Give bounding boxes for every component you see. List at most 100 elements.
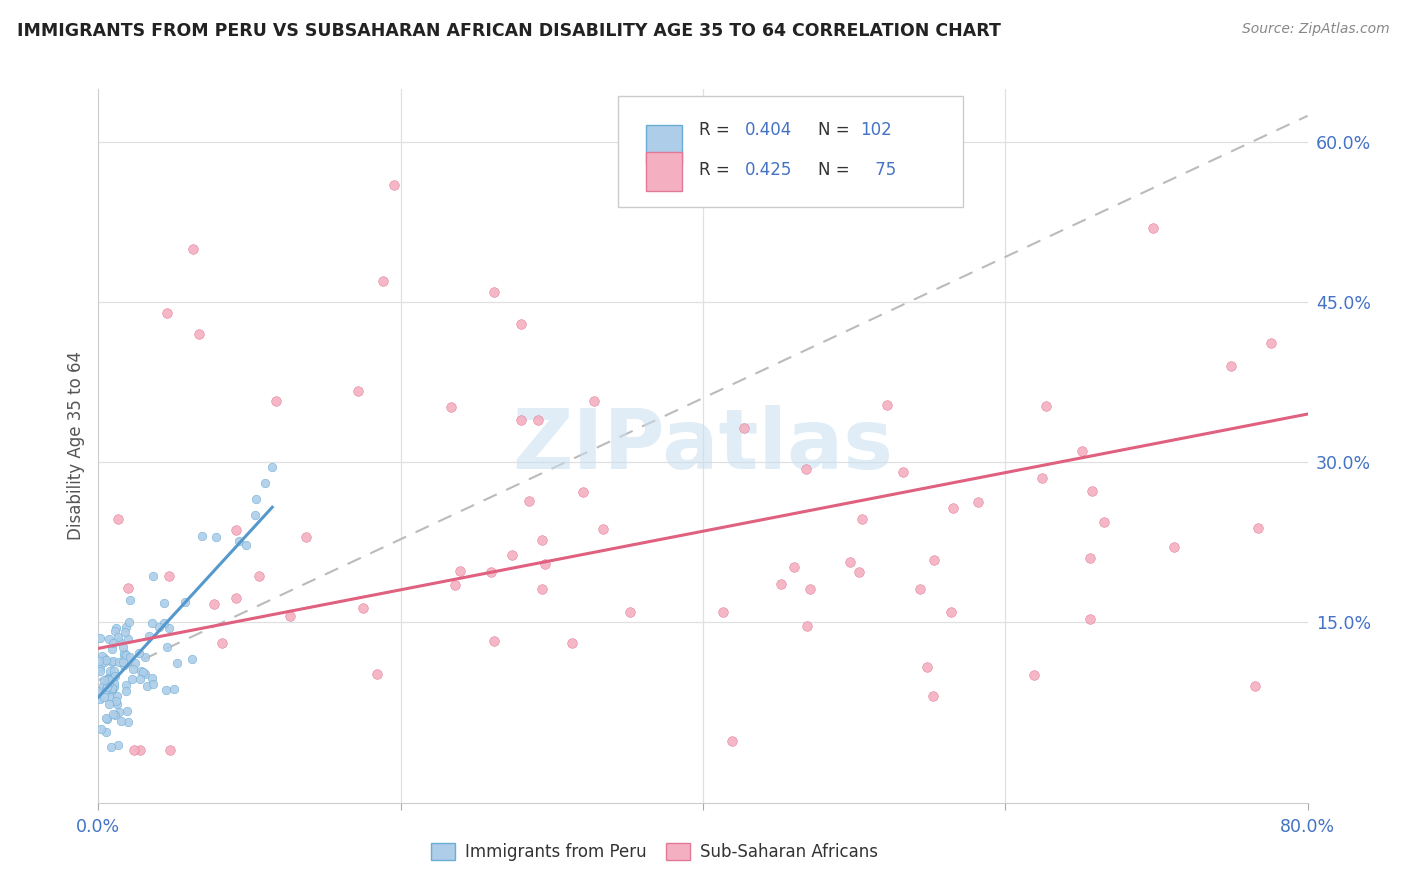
Point <box>90 648 112 663</box>
Point <box>1070 444 1092 458</box>
Point <box>527 413 550 427</box>
Point <box>97 632 120 646</box>
Point <box>104 694 127 708</box>
Point <box>482 633 505 648</box>
Point <box>583 394 606 409</box>
Point <box>103 680 125 694</box>
Point <box>105 698 128 712</box>
Point <box>114 648 136 662</box>
Point <box>107 630 129 644</box>
Point <box>1024 667 1046 681</box>
Point <box>510 413 533 427</box>
Point <box>138 629 160 643</box>
Point <box>711 605 734 619</box>
Point <box>98 673 121 688</box>
Point <box>93 651 115 665</box>
Text: 75: 75 <box>870 161 896 178</box>
Point <box>915 660 938 674</box>
Point <box>121 663 143 677</box>
Point <box>235 538 257 552</box>
Point <box>101 636 124 650</box>
Point <box>174 594 197 608</box>
Point <box>572 484 595 499</box>
Point <box>510 317 533 331</box>
Point <box>104 624 127 638</box>
Point <box>101 642 124 657</box>
Point <box>97 672 120 686</box>
FancyBboxPatch shape <box>647 125 682 164</box>
Point <box>134 667 156 681</box>
Point <box>104 708 127 723</box>
Point <box>1220 359 1243 373</box>
Point <box>371 274 394 288</box>
Point <box>228 533 250 548</box>
Text: N =: N = <box>818 121 855 139</box>
Point <box>942 500 965 515</box>
Point <box>96 682 118 697</box>
Point <box>163 682 186 697</box>
Point <box>108 655 131 669</box>
Point <box>101 655 124 669</box>
Point <box>108 633 131 648</box>
Point <box>153 616 176 631</box>
Text: ZIPatlas: ZIPatlas <box>513 406 893 486</box>
Point <box>183 242 205 256</box>
Point <box>1142 221 1164 235</box>
Point <box>619 605 641 619</box>
Point <box>366 667 388 681</box>
Point <box>115 678 138 692</box>
Point <box>100 683 122 698</box>
Point <box>592 522 614 536</box>
Point <box>148 620 170 634</box>
Point <box>278 609 301 624</box>
Point <box>799 582 821 596</box>
Point <box>157 621 180 635</box>
Point <box>166 656 188 670</box>
Point <box>347 384 370 398</box>
Point <box>89 691 111 706</box>
Point <box>93 656 115 670</box>
Point <box>1094 516 1116 530</box>
Point <box>211 636 233 650</box>
FancyBboxPatch shape <box>647 152 682 191</box>
Point <box>141 671 163 685</box>
Point <box>118 615 141 629</box>
Text: IMMIGRANTS FROM PERU VS SUBSAHARAN AFRICAN DISABILITY AGE 35 TO 64 CORRELATION C: IMMIGRANTS FROM PERU VS SUBSAHARAN AFRIC… <box>17 22 1001 40</box>
Point <box>449 564 471 578</box>
Point <box>157 569 180 583</box>
Point <box>561 636 583 650</box>
Point <box>191 529 214 543</box>
Point <box>225 523 247 537</box>
Point <box>122 742 145 756</box>
Point <box>110 714 132 729</box>
Point <box>107 512 129 526</box>
Point <box>839 555 862 569</box>
Point <box>1080 612 1102 626</box>
Point <box>530 582 553 597</box>
Point <box>891 466 914 480</box>
Point <box>134 649 156 664</box>
Text: N =: N = <box>818 161 855 178</box>
Point <box>93 690 115 704</box>
Point <box>107 705 129 719</box>
Point <box>101 655 124 669</box>
Point <box>118 650 141 665</box>
Point <box>89 631 111 645</box>
Point <box>128 672 150 686</box>
Point <box>142 569 165 583</box>
Point <box>105 689 128 703</box>
Point <box>97 671 120 685</box>
Point <box>89 664 111 678</box>
Point <box>100 690 122 704</box>
Point <box>733 421 755 435</box>
Point <box>105 620 128 634</box>
Point <box>114 648 136 662</box>
Point <box>100 683 122 698</box>
Point <box>530 533 553 547</box>
Point <box>101 707 124 722</box>
Point <box>721 734 744 748</box>
Text: 0.425: 0.425 <box>745 161 793 178</box>
Point <box>295 530 318 544</box>
Point <box>114 624 136 639</box>
Point <box>94 724 117 739</box>
